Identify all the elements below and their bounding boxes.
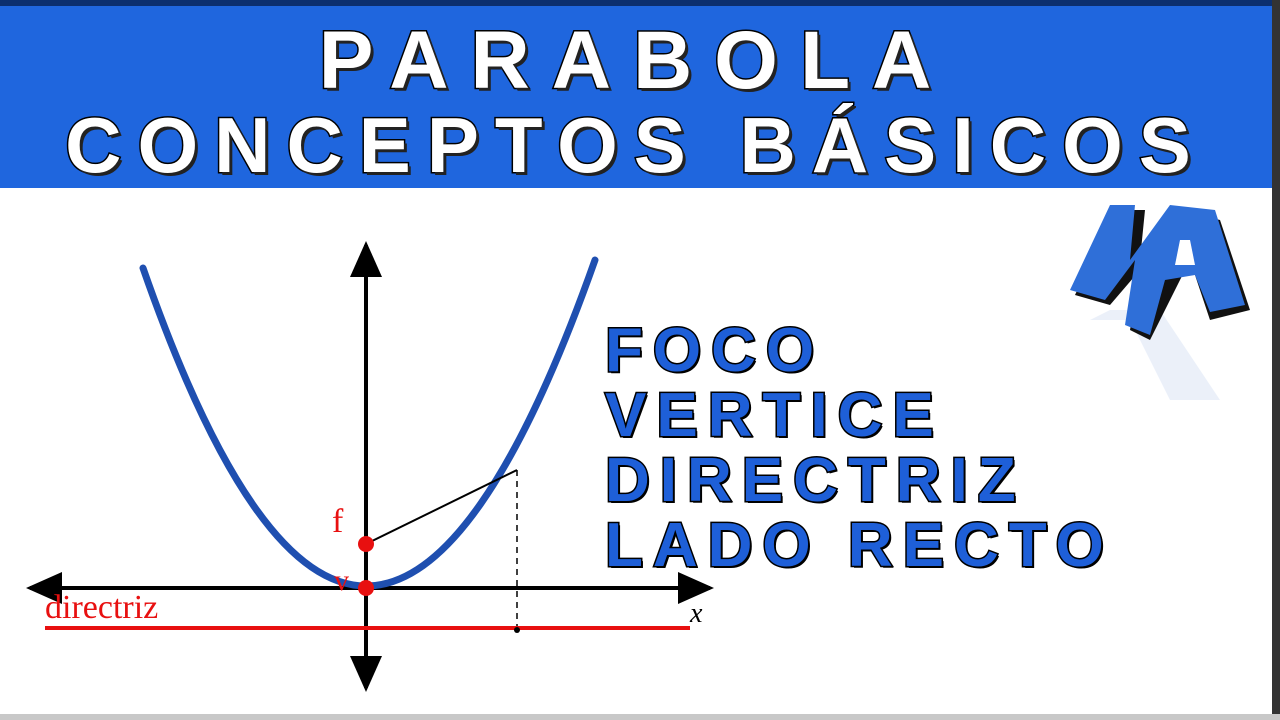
concept-latus-rectum: LADO RECTO — [604, 511, 1114, 580]
directrix-label: directriz — [45, 589, 158, 626]
concept-vertex: VERTICE — [604, 381, 944, 450]
focus-label: f — [332, 503, 344, 540]
parabola-diagram: f v directriz x — [26, 241, 714, 692]
title-line-1: PARABOLA — [317, 14, 954, 108]
vertex-label: v — [334, 564, 349, 597]
concepts-list: FOCO VERTICE DIRECTRIZ LADO RECTO — [604, 316, 1114, 580]
ma-logo — [1070, 205, 1250, 400]
focal-radius-line — [365, 469, 518, 545]
focus-point — [358, 536, 374, 552]
right-edge-bar — [1272, 0, 1280, 720]
concept-focus: FOCO — [604, 316, 825, 385]
concept-directrix: DIRECTRIZ — [604, 446, 1026, 515]
title-line-2: CONCEPTOS BÁSICOS — [64, 100, 1207, 191]
directrix-point — [514, 627, 520, 633]
title-banner — [0, 0, 1272, 188]
x-axis-label: x — [689, 598, 703, 629]
bottom-edge-bar — [0, 714, 1280, 720]
vertex-point — [358, 580, 374, 596]
